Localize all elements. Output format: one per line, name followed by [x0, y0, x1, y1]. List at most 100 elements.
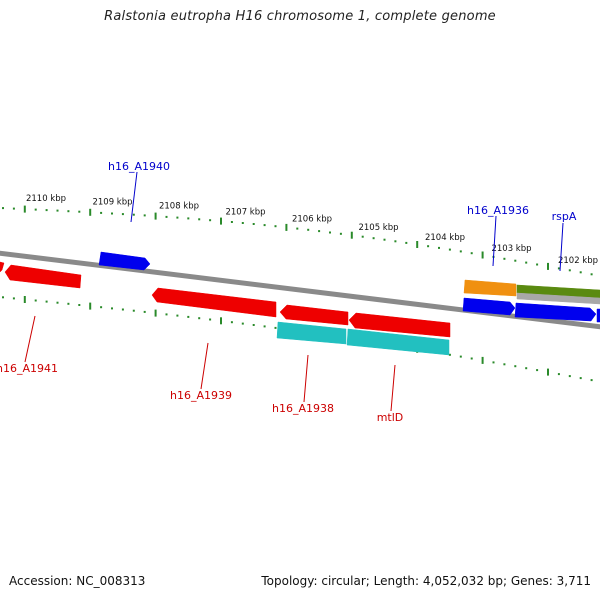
minor-tick [165, 215, 168, 218]
gene-blue-arrow-a[interactable] [462, 297, 516, 316]
minor-tick [579, 271, 582, 274]
leader-h16-A1940 [130, 171, 138, 223]
major-tick [481, 251, 484, 259]
scale-label: 2106 kbp [292, 214, 332, 224]
minor-tick [230, 321, 233, 324]
label-h16-A1938: h16_A1938 [272, 402, 334, 415]
minor-tick [448, 353, 451, 356]
minor-tick [198, 218, 201, 221]
minor-tick [274, 326, 277, 329]
minor-tick [339, 232, 342, 235]
leader-h16-A1936 [492, 215, 497, 267]
minor-tick [252, 223, 255, 225]
minor-tick [263, 224, 266, 227]
label-h16-A1936: h16_A1936 [467, 204, 529, 217]
minor-tick [557, 373, 560, 376]
minor-tick [241, 222, 244, 224]
feature-green-bar[interactable] [516, 284, 600, 299]
gene-cyan-bar-a[interactable] [276, 321, 347, 345]
minor-tick [2, 296, 4, 299]
minor-tick [296, 227, 299, 230]
minor-tick [198, 317, 201, 320]
upper-scale-ticks [2, 205, 593, 276]
gene-red-edge[interactable] [0, 261, 5, 273]
minor-tick [176, 216, 179, 219]
major-tick [547, 368, 549, 376]
minor-tick [427, 245, 430, 248]
scale-label: 2110 kbp [26, 194, 66, 204]
gene-h16-A1939-arrow[interactable] [151, 287, 277, 318]
minor-tick [503, 257, 506, 260]
minor-tick [459, 355, 462, 358]
minor-tick [318, 230, 321, 233]
minor-tick [209, 219, 212, 222]
scale-label: 2109 kbp [92, 198, 132, 208]
minor-tick [111, 307, 113, 310]
minor-tick [45, 300, 48, 303]
gene-cyan-bar-b[interactable] [346, 328, 450, 356]
gene-h16-A1938-arrow[interactable] [279, 304, 349, 326]
minor-tick [590, 379, 593, 382]
minor-tick [252, 324, 255, 326]
minor-tick [100, 211, 103, 214]
gene-h16-A1936-arrow[interactable] [463, 279, 517, 297]
minor-tick [503, 363, 506, 366]
scale-label: 2103 kbp [491, 244, 531, 254]
scale-label: 2104 kbp [425, 233, 465, 243]
minor-tick [438, 246, 440, 249]
minor-tick [132, 213, 135, 216]
accession-text: Accession: NC_008313 [9, 574, 146, 588]
minor-tick [67, 210, 70, 213]
minor-tick [568, 375, 571, 378]
minor-tick [536, 369, 539, 372]
gene-mtlD-arrow[interactable] [348, 312, 451, 338]
major-tick [23, 205, 26, 213]
minor-tick [2, 207, 4, 210]
minor-tick [111, 212, 113, 215]
minor-tick [121, 308, 124, 311]
major-tick [220, 217, 222, 225]
major-tick [416, 241, 419, 248]
minor-tick [394, 240, 397, 243]
minor-tick [579, 377, 582, 380]
minor-tick [12, 207, 15, 210]
minor-tick [132, 309, 135, 312]
minor-tick [241, 322, 244, 325]
gene-rspA-arrow[interactable] [514, 302, 597, 322]
minor-tick [187, 315, 190, 318]
gene-blue-arrow-edge[interactable] [596, 308, 600, 323]
minor-tick [187, 217, 190, 220]
minor-tick [274, 225, 277, 228]
label-rspA: rspA [552, 210, 577, 223]
minor-tick [12, 297, 15, 300]
minor-tick [263, 325, 266, 328]
minor-tick [492, 361, 495, 364]
minor-tick [34, 299, 37, 302]
minor-tick [448, 248, 451, 251]
minor-tick [307, 228, 310, 231]
major-tick [89, 302, 92, 310]
minor-tick [56, 209, 59, 212]
minor-tick [536, 263, 539, 266]
minor-tick [121, 213, 124, 216]
scale-label: 2107 kbp [225, 207, 265, 217]
major-tick [285, 223, 288, 231]
label-h16-A1939: h16_A1939 [170, 389, 232, 402]
leader-h16-A1938 [303, 354, 309, 403]
minor-tick [525, 261, 528, 264]
minor-tick [470, 357, 473, 360]
major-tick [350, 231, 353, 239]
minor-tick [78, 210, 81, 213]
minor-tick [514, 365, 517, 368]
leader-mtlD [390, 364, 396, 412]
major-tick [154, 212, 157, 220]
scale-label: 2105 kbp [358, 223, 398, 233]
minor-tick [514, 259, 517, 262]
minor-tick [209, 318, 212, 321]
gene-h16-A1940-arrow[interactable] [98, 251, 151, 271]
feature-gray-bar[interactable] [516, 292, 600, 305]
minor-tick [143, 214, 146, 217]
minor-tick [372, 237, 375, 240]
gene-h16-A1941-arrow[interactable] [4, 264, 82, 289]
